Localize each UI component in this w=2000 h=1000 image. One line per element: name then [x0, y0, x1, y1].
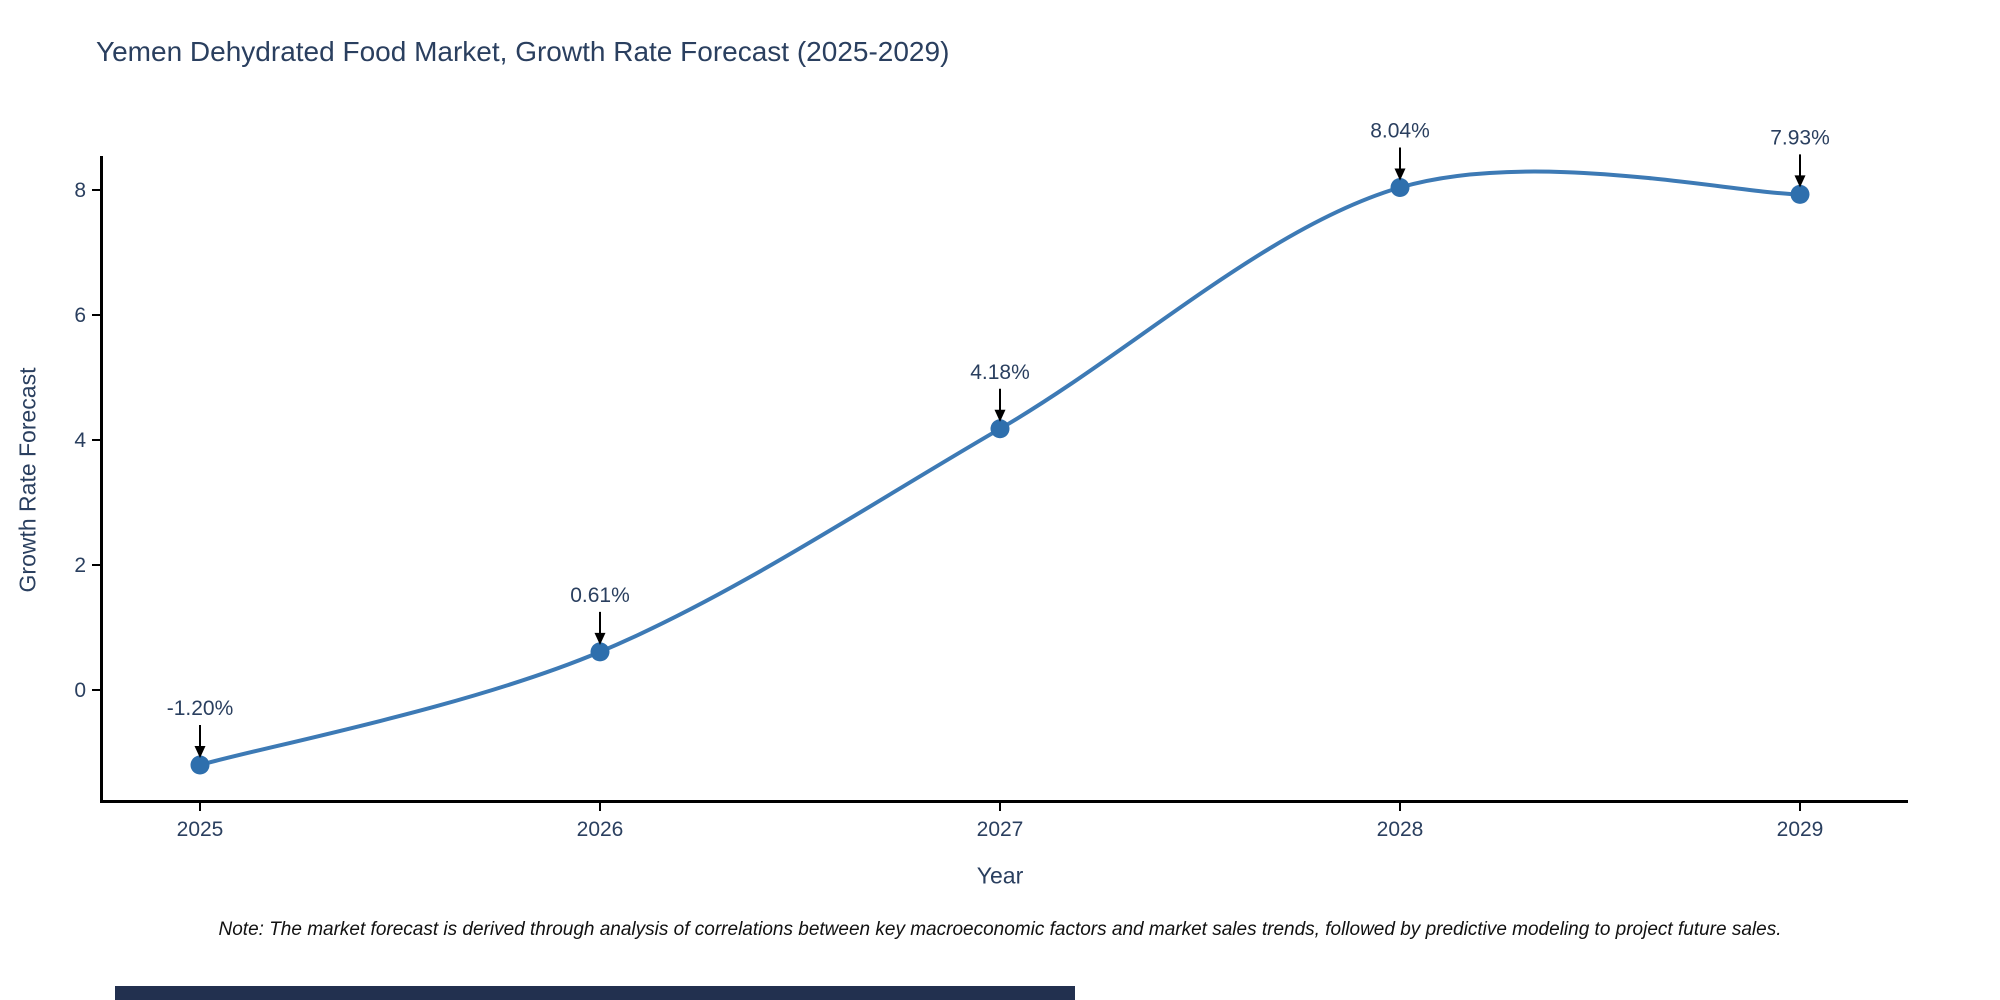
annotation-arrowhead: [1794, 175, 1806, 188]
y-axis-ticks: 0 2 4 6 8: [74, 179, 100, 702]
x-tick-label: 2025: [177, 818, 224, 841]
y-tick-label: 4: [74, 429, 86, 452]
data-point-marker: [590, 642, 610, 662]
point-value-label: -1.20%: [167, 697, 234, 720]
data-point-marker: [1390, 178, 1410, 197]
annotation-arrowhead: [594, 632, 606, 645]
data-point-marker: [1790, 184, 1810, 204]
axes: [100, 156, 1908, 803]
chart-note: Note: The market forecast is derived thr…: [218, 919, 1782, 940]
annotation-arrowhead: [994, 409, 1006, 422]
data-point-marker: [190, 755, 210, 775]
x-axis-title: Year: [976, 862, 1024, 889]
trend-line: [198, 169, 1802, 767]
x-tick-label: 2026: [577, 818, 624, 841]
data-point-marker: [990, 419, 1010, 439]
x-tick-label: 2029: [1777, 818, 1824, 841]
point-value-label: 7.93%: [1770, 126, 1830, 149]
point-value-label: 0.61%: [570, 584, 630, 607]
point-value-label: 8.04%: [1370, 120, 1430, 143]
y-tick-label: 0: [74, 679, 86, 702]
annotation-arrowhead: [1394, 168, 1406, 181]
y-tick-label: 8: [74, 179, 86, 202]
chart-title: Yemen Dehydrated Food Market, Growth Rat…: [96, 36, 950, 67]
y-tick-label: 6: [74, 304, 86, 327]
x-tick-label: 2027: [977, 818, 1024, 841]
annotation-arrowhead: [194, 746, 206, 758]
x-axis-ticks: 2025 2026 2027 2028 2029: [177, 803, 1824, 841]
horizontal-scrollbar-thumb[interactable]: [115, 986, 1075, 1000]
point-annotations: -1.20% 0.61% 4.18% 8.04% 7.93%: [167, 120, 1830, 758]
point-value-label: 4.18%: [970, 361, 1030, 384]
x-tick-label: 2028: [1377, 818, 1424, 841]
data-points: [190, 178, 1810, 775]
y-tick-label: 2: [74, 554, 86, 577]
